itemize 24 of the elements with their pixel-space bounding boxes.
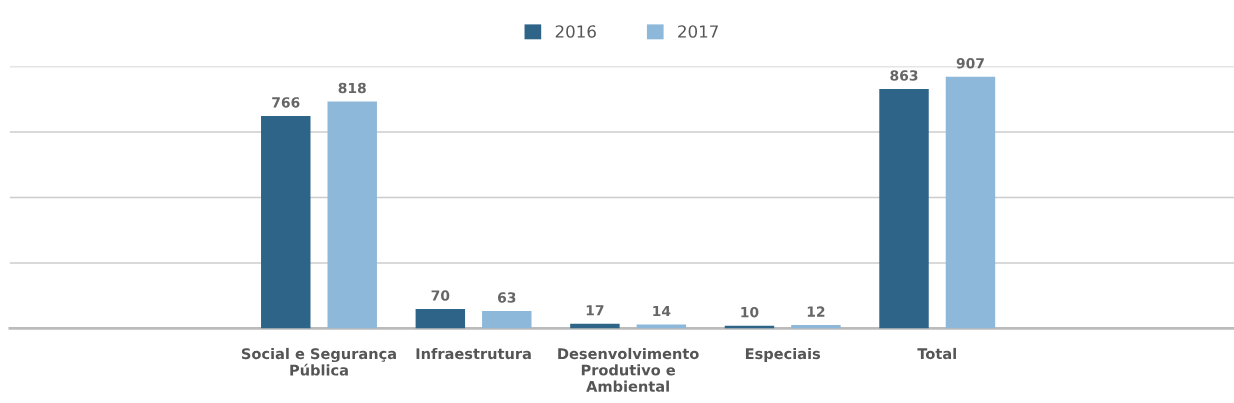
- bar: [415, 309, 466, 329]
- bar: [791, 325, 841, 329]
- data-label: 10: [741, 306, 759, 318]
- bar: [482, 310, 532, 329]
- data-label: 863: [890, 70, 918, 81]
- x-tick-label: Infraestrutura: [416, 347, 531, 360]
- data-label: 12: [807, 306, 825, 317]
- bar: [945, 76, 996, 329]
- legend-label: 2016: [555, 25, 596, 38]
- data-label: 818: [338, 82, 366, 94]
- x-tick-label: Especiais: [745, 347, 821, 362]
- data-label: 63: [497, 292, 516, 303]
- data-label: 907: [956, 58, 984, 69]
- data-label: 766: [272, 97, 300, 108]
- data-label: 14: [653, 305, 671, 317]
- x-tick-label: Social e Segurança Pública: [241, 347, 396, 376]
- bar: [879, 88, 929, 329]
- x-tick-label: Total: [917, 347, 956, 360]
- x-tick-label: Desenvolvimento Produtivo e Ambiental: [558, 347, 699, 392]
- data-label: 70: [431, 290, 450, 301]
- legend-label: 2017: [678, 25, 718, 38]
- data-label: 17: [586, 305, 604, 316]
- bar: [261, 115, 311, 329]
- bar: [327, 101, 377, 329]
